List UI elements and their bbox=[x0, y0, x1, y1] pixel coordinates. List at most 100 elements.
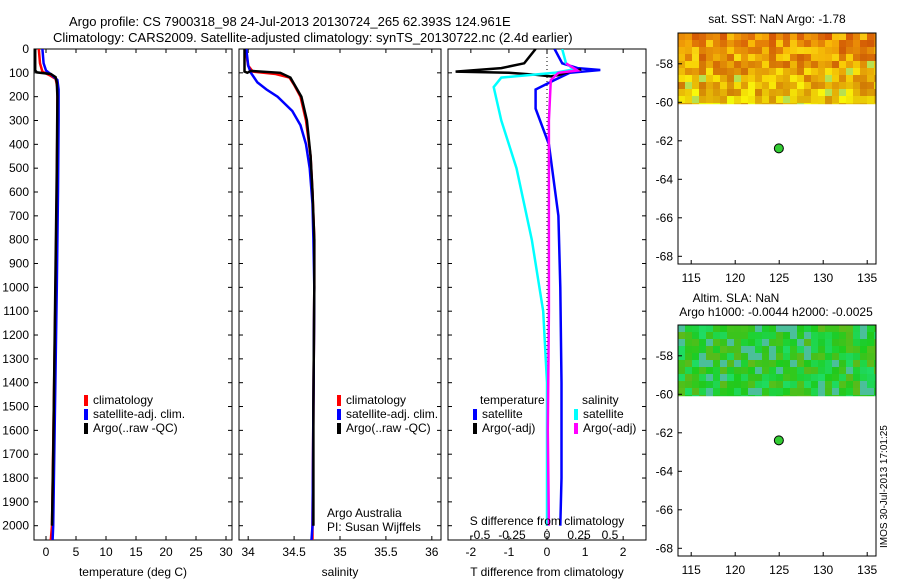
map-x-tick-label: 115 bbox=[682, 271, 701, 285]
map-cell bbox=[769, 360, 776, 367]
annotation-line1: Argo Australia bbox=[327, 506, 402, 520]
map-cell bbox=[860, 89, 867, 96]
map-y-tick-label: -58 bbox=[656, 57, 674, 71]
map-cell bbox=[720, 353, 727, 360]
map-cell bbox=[818, 388, 825, 395]
map-cell bbox=[818, 395, 825, 397]
map-cell bbox=[755, 395, 762, 397]
legend-label: Argo(..raw -QC) bbox=[346, 421, 431, 435]
map-cell bbox=[776, 89, 783, 96]
map-cell bbox=[783, 68, 790, 75]
panel-difference: -2 -1 0 1 2 T difference from climatology temp… bbox=[447, 48, 647, 579]
map-cell bbox=[804, 388, 811, 395]
map-cell bbox=[720, 61, 727, 68]
map-cell bbox=[748, 360, 755, 367]
x-tick-label: 30 bbox=[219, 545, 233, 559]
map-cell bbox=[762, 395, 769, 397]
map-cell bbox=[727, 325, 734, 332]
map-cell bbox=[860, 33, 867, 40]
map-cell bbox=[741, 346, 748, 353]
map-cell bbox=[755, 353, 762, 360]
map-cell bbox=[790, 75, 797, 82]
map-cell bbox=[825, 68, 832, 75]
x-axis-label: temperature (deg C) bbox=[79, 565, 187, 579]
map-cell bbox=[720, 103, 727, 105]
map-cell bbox=[769, 103, 776, 105]
map-cell bbox=[699, 103, 706, 105]
map-cell bbox=[769, 96, 776, 103]
map-cell bbox=[804, 82, 811, 89]
map-cell bbox=[839, 96, 846, 103]
map-cell bbox=[678, 360, 685, 367]
map-cell bbox=[832, 33, 839, 40]
map-cell bbox=[720, 381, 727, 388]
map-cell bbox=[790, 374, 797, 381]
map-cell bbox=[846, 33, 853, 40]
map-cell bbox=[832, 82, 839, 89]
map-cell bbox=[741, 395, 748, 397]
map-cell bbox=[741, 89, 748, 96]
map-cell bbox=[741, 381, 748, 388]
map-cell bbox=[804, 360, 811, 367]
map-cell bbox=[832, 395, 839, 397]
map-cell bbox=[678, 68, 685, 75]
map-cell bbox=[811, 47, 818, 54]
map-cell bbox=[776, 374, 783, 381]
map-cell bbox=[783, 346, 790, 353]
s-diff-tick-label: 0.25 bbox=[567, 528, 591, 542]
map-cell bbox=[727, 346, 734, 353]
map-cell bbox=[825, 395, 832, 397]
map-cell bbox=[860, 381, 867, 388]
map-cell bbox=[853, 40, 860, 47]
map-cell bbox=[874, 353, 876, 360]
map-cell bbox=[727, 339, 734, 346]
map-cell bbox=[825, 40, 832, 47]
map-cell bbox=[860, 346, 867, 353]
map-cell bbox=[762, 388, 769, 395]
plot-frame bbox=[33, 48, 233, 541]
map-cell bbox=[874, 68, 876, 75]
map-cell bbox=[874, 374, 876, 381]
legend-label: satellite bbox=[482, 407, 523, 421]
map-cell bbox=[783, 381, 790, 388]
map-cell bbox=[853, 82, 860, 89]
map-cell bbox=[818, 374, 825, 381]
map-cell bbox=[755, 96, 762, 103]
map-cell bbox=[727, 367, 734, 374]
map-cell bbox=[692, 33, 699, 40]
map-cell bbox=[825, 61, 832, 68]
map-cell bbox=[734, 89, 741, 96]
map-cell bbox=[755, 381, 762, 388]
map-cell bbox=[734, 103, 741, 105]
map-x-tick-label: 130 bbox=[813, 563, 833, 577]
map-cell bbox=[713, 68, 720, 75]
map-cell bbox=[839, 325, 846, 332]
map-cell bbox=[748, 332, 755, 339]
map-cell bbox=[797, 381, 804, 388]
map-cell bbox=[797, 40, 804, 47]
map-cell bbox=[734, 332, 741, 339]
map-cell bbox=[755, 68, 762, 75]
map-cell bbox=[748, 75, 755, 82]
legend-label: climatology bbox=[346, 393, 406, 407]
annotation-line2: PI: Susan Wijffels bbox=[327, 520, 421, 534]
map-cell bbox=[846, 360, 853, 367]
map-cell bbox=[811, 395, 818, 397]
x-tick-label: 25 bbox=[189, 545, 203, 559]
map-cell bbox=[706, 367, 713, 374]
map-cell bbox=[699, 68, 706, 75]
legend-swatch bbox=[337, 409, 341, 420]
map-cell bbox=[706, 40, 713, 47]
map-cell bbox=[860, 68, 867, 75]
map-cell bbox=[769, 40, 776, 47]
map-cell bbox=[853, 68, 860, 75]
map-cell bbox=[755, 33, 762, 40]
map-cell bbox=[783, 360, 790, 367]
map-cell bbox=[685, 381, 692, 388]
map-cell bbox=[776, 360, 783, 367]
map-cell bbox=[867, 360, 874, 367]
map-cell bbox=[699, 75, 706, 82]
map-cell bbox=[741, 339, 748, 346]
map-cell bbox=[853, 346, 860, 353]
map-cell bbox=[776, 54, 783, 61]
